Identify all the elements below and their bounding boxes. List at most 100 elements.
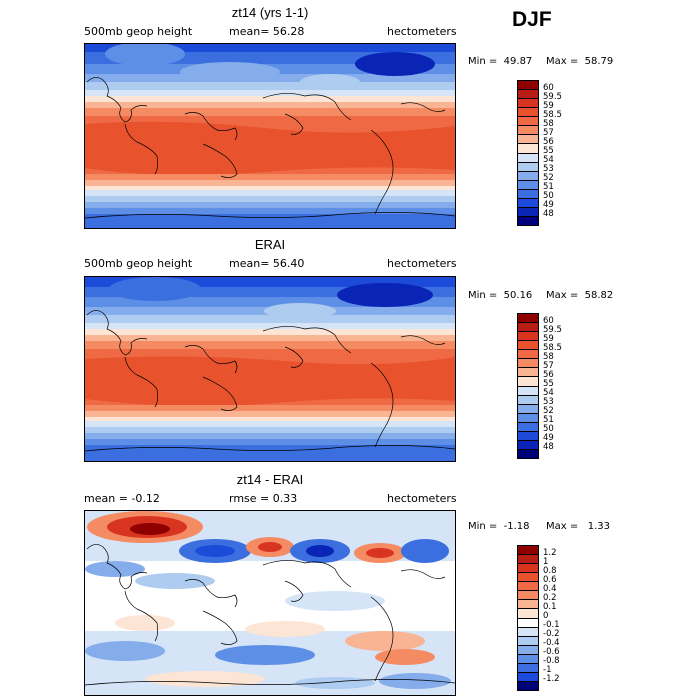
- colorbar-swatch: [518, 332, 538, 342]
- colorbar-labels-reanalysis: 60 59.5 59 58.5 58 57 56 55 54 53 52 51 …: [543, 313, 583, 459]
- colorbar-label: 58: [543, 119, 554, 129]
- colorbar-label: 58: [543, 352, 554, 362]
- colorbar-swatch: [518, 117, 538, 127]
- colorbar-label: 59: [543, 101, 554, 111]
- colorbar-reanalysis: [517, 313, 539, 459]
- colorbar-label: 50: [543, 191, 554, 201]
- colorbar-label: -0.2: [543, 629, 560, 639]
- colorbar-swatch: [518, 368, 538, 378]
- colorbar-label: -0.8: [543, 656, 560, 666]
- colorbar-label: 55: [543, 146, 554, 156]
- colorbar-labels-difference: 1.2 1 0.8 0.6 0.4 0.2 0.1 0 -0.1 -0.2 -0…: [543, 545, 583, 691]
- colorbar-swatch: [518, 126, 538, 136]
- colorbar-label: 1: [543, 557, 549, 567]
- colorbar-swatch: [518, 681, 538, 690]
- colorbar-swatch: [518, 207, 538, 217]
- colorbar-label: 0.8: [543, 566, 557, 576]
- colorbar-swatch: [518, 555, 538, 565]
- colorbar-swatch: [518, 135, 538, 145]
- colorbar-swatch: [518, 108, 538, 118]
- colorbar-label: 51: [543, 415, 554, 425]
- colorbar-swatch: [518, 440, 538, 450]
- colorbar-label: 57: [543, 361, 554, 371]
- colorbar-swatch: [518, 198, 538, 208]
- colorbar-label: -0.1: [543, 620, 560, 630]
- map-panel-model: [84, 43, 456, 229]
- colorbar-label: -1: [543, 665, 552, 675]
- colorbar-label: 0.6: [543, 575, 557, 585]
- colorbar-swatch: [518, 350, 538, 360]
- colorbar-label: 52: [543, 406, 554, 416]
- colorbar-label: 48: [543, 209, 554, 219]
- colorbar-label: 49: [543, 200, 554, 210]
- colorbar-swatch: [518, 99, 538, 109]
- map-field-reanalysis: [85, 277, 455, 461]
- colorbar-label: 53: [543, 164, 554, 174]
- colorbar-label: -0.6: [543, 647, 560, 657]
- panel-max-label: Max = 1.33: [546, 521, 611, 532]
- colorbar-labels-model: 60 59.5 59 58.5 58 57 56 55 54 53 52 51 …: [543, 80, 583, 226]
- panel-title: zt14 (yrs 1-1): [231, 5, 309, 20]
- panel-units-label: hectometers: [387, 257, 457, 270]
- panel-max-label: Max = 58.82: [546, 290, 614, 301]
- panel-min-label: Min = 50.16: [468, 290, 533, 301]
- colorbar-swatch: [518, 323, 538, 333]
- colorbar-label: 0.1: [543, 602, 557, 612]
- season-label: DJF: [512, 8, 552, 31]
- colorbar-label: 1.2: [543, 548, 557, 558]
- colorbar-label: 59: [543, 334, 554, 344]
- colorbar-label: 59.5: [543, 325, 562, 335]
- colorbar-swatch: [518, 189, 538, 199]
- panel-units-label: hectometers: [387, 492, 457, 505]
- map-panel-reanalysis: [84, 276, 456, 462]
- colorbar-label: 60: [543, 316, 554, 326]
- colorbar-swatch: [518, 314, 538, 324]
- colorbar-swatch: [518, 341, 538, 351]
- colorbar-label: 0.2: [543, 593, 557, 603]
- colorbar-model: [517, 80, 539, 226]
- colorbar-swatch: [518, 180, 538, 190]
- colorbar-swatch: [518, 654, 538, 664]
- map-field-difference: [85, 511, 455, 695]
- colorbar-swatch: [518, 216, 538, 225]
- colorbar-label: 58.5: [543, 110, 562, 120]
- colorbar-label: 49: [543, 433, 554, 443]
- colorbar-label: 56: [543, 370, 554, 380]
- colorbar-label: 53: [543, 397, 554, 407]
- colorbar-swatch: [518, 90, 538, 100]
- colorbar-label: 51: [543, 182, 554, 192]
- colorbar-swatch: [518, 153, 538, 163]
- colorbar-swatch: [518, 582, 538, 592]
- colorbar-label: 58.5: [543, 343, 562, 353]
- colorbar-swatch: [518, 377, 538, 387]
- colorbar-swatch: [518, 404, 538, 414]
- colorbar-label: 52: [543, 173, 554, 183]
- colorbar-swatch: [518, 431, 538, 441]
- colorbar-label: 0.4: [543, 584, 557, 594]
- panel-mid-label: mean= 56.40: [229, 257, 305, 270]
- colorbar-swatch: [518, 395, 538, 405]
- panel-min-label: Min = 49.87: [468, 56, 533, 67]
- colorbar-swatch: [518, 413, 538, 423]
- colorbar-label: 59.5: [543, 92, 562, 102]
- panel-min-label: Min = -1.18: [468, 521, 530, 532]
- panel-title: zt14 - ERAI: [236, 472, 304, 487]
- panel-max-label: Max = 58.79: [546, 56, 614, 67]
- colorbar-swatch: [518, 600, 538, 610]
- colorbar-swatch: [518, 672, 538, 682]
- colorbar-swatch: [518, 636, 538, 646]
- colorbar-label: 56: [543, 137, 554, 147]
- colorbar-swatch: [518, 171, 538, 181]
- colorbar-swatch: [518, 144, 538, 154]
- colorbar-swatch: [518, 627, 538, 637]
- colorbar-difference: [517, 545, 539, 691]
- colorbar-swatch: [518, 81, 538, 91]
- colorbar-swatch: [518, 618, 538, 628]
- panel-left-label: 500mb geop height: [84, 25, 193, 38]
- colorbar-label: 0: [543, 611, 549, 621]
- colorbar-swatch: [518, 422, 538, 432]
- panel-mid-label: mean= 56.28: [229, 25, 305, 38]
- colorbar-label: 50: [543, 424, 554, 434]
- colorbar-label: -0.4: [543, 638, 560, 648]
- panel-mid-label: rmse = 0.33: [229, 492, 298, 505]
